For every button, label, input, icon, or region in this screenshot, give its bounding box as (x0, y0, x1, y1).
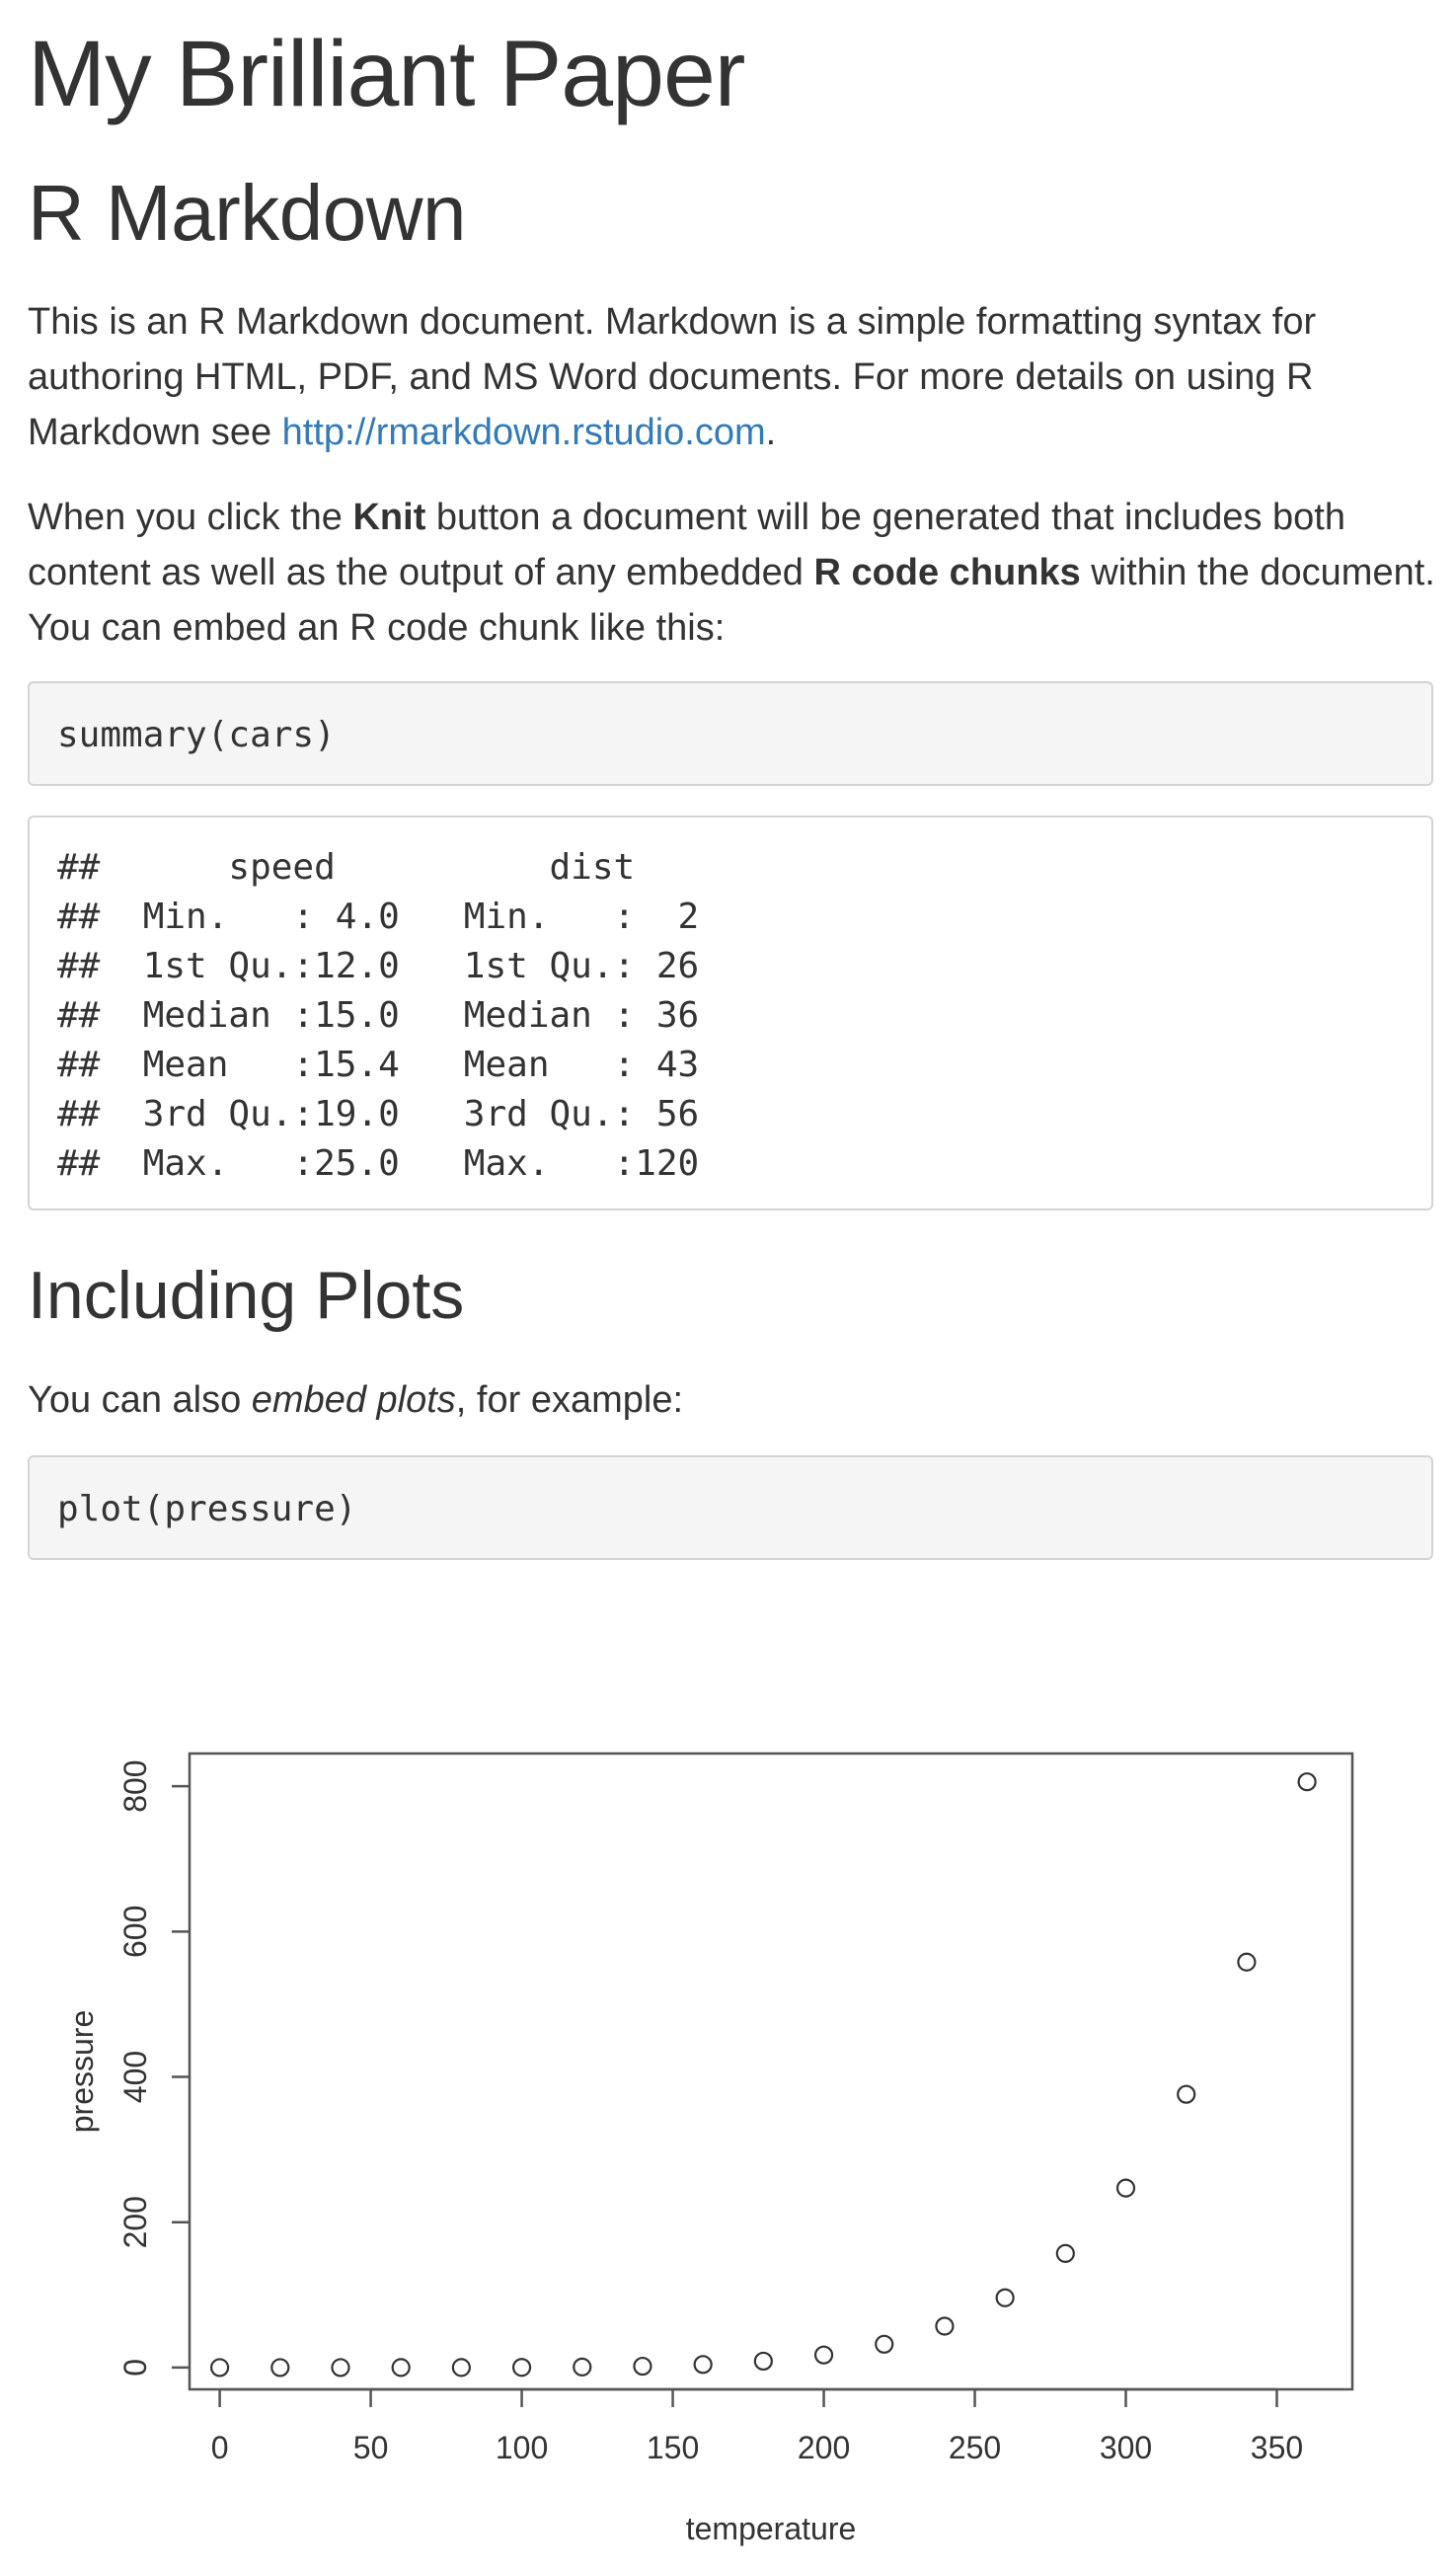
data-point (270, 2358, 290, 2378)
y-axis-label: pressure (64, 2010, 100, 2134)
knit-text-1: When you click the (28, 497, 353, 538)
x-tick-label: 350 (1251, 2430, 1303, 2465)
y-tick-label: 200 (117, 2196, 153, 2248)
plot-frame (188, 1752, 1354, 2391)
section-heading-including-plots: Including Plots (28, 1258, 465, 1333)
data-point (633, 2356, 652, 2377)
output-line: ## 1st Qu.:12.0 1st Qu.: 26 (57, 946, 700, 986)
data-point (753, 2351, 773, 2372)
data-point (331, 2358, 350, 2378)
knit-bold: Knit (352, 497, 426, 538)
rmarkdown-link[interactable]: http://rmarkdown.rstudio.com (281, 412, 766, 453)
y-tick-label: 800 (117, 1759, 153, 1812)
y-tick-label: 400 (117, 2051, 153, 2103)
data-point (391, 2358, 411, 2378)
x-tick-label: 200 (798, 2430, 850, 2465)
x-tick-label: 50 (353, 2430, 389, 2465)
intro-paragraph: This is an R Markdown document. Markdown… (28, 294, 1437, 460)
output-line: ## Min. : 4.0 Min. : 2 (57, 897, 700, 937)
x-tick-label: 0 (211, 2430, 229, 2465)
data-point (209, 2358, 230, 2378)
output-summary-text: ## speed dist ## Min. : 4.0 Min. : 2 ## … (57, 843, 1404, 1189)
x-tick-label: 150 (647, 2430, 699, 2465)
data-point (1055, 2243, 1075, 2263)
knit-text-2: button a document will be generated that… (28, 497, 1345, 593)
data-point (1115, 2178, 1136, 2198)
data-point (1297, 1772, 1317, 1792)
r-code-chunks-bold: R code chunks (813, 552, 1081, 593)
output-summary: ## speed dist ## Min. : 4.0 Min. : 2 ## … (28, 816, 1433, 1210)
code-chunk-summary: summary(cars) (28, 681, 1433, 786)
output-line: ## Mean :15.4 Mean : 43 (57, 1045, 700, 1085)
section-heading-r-markdown: R Markdown (28, 169, 467, 257)
y-tick-label: 600 (117, 1906, 153, 1958)
data-point (1237, 1952, 1257, 1972)
data-point (935, 2316, 955, 2336)
data-point (1177, 2084, 1196, 2104)
y-tick-label: 0 (117, 2359, 153, 2377)
pressure-plot: 0 50 100 150 200 250 300 350 0 200 400 600 800 temper… (28, 1659, 1437, 2573)
plots-paragraph: You can also embed plots, for example: (28, 1372, 1437, 1428)
plots-text-2: , for example: (455, 1379, 684, 1421)
intro-text: This is an R Markdown document. Markdown… (28, 301, 1317, 453)
data-point (511, 2358, 532, 2378)
data-point (813, 2345, 834, 2365)
x-tick-label: 100 (496, 2430, 548, 2465)
knit-paragraph: When you click the Knit button a documen… (28, 490, 1437, 656)
x-axis-label: temperature (686, 2511, 857, 2546)
document-title: My Brilliant Paper (28, 22, 745, 126)
code-plot-text: plot(pressure) (57, 1489, 357, 1529)
x-tick-label: 250 (949, 2430, 1001, 2465)
knit-text-3: within the document. You can embed an R … (28, 552, 1435, 649)
pressure-scatter-chart: 0 50 100 150 200 250 300 350 0 200 400 600 800 temper… (64, 1752, 1354, 2546)
output-line: ## Max. :25.0 Max. :120 (57, 1143, 700, 1184)
code-summary-text: summary(cars) (57, 715, 336, 755)
data-point (693, 2355, 713, 2375)
embed-plots-italic: embed plots (251, 1379, 456, 1421)
data-point (875, 2334, 894, 2354)
output-line: ## 3rd Qu.:19.0 3rd Qu.: 56 (57, 1094, 700, 1134)
code-chunk-plot: plot(pressure) (28, 1455, 1433, 1560)
output-line: ## Median :15.0 Median : 36 (57, 995, 700, 1036)
data-point (573, 2357, 592, 2377)
data-point (995, 2288, 1015, 2307)
plots-text-1: You can also (28, 1379, 252, 1421)
x-tick-label: 300 (1100, 2430, 1152, 2465)
output-line: ## speed dist (57, 847, 636, 888)
intro-text-end: . (765, 412, 777, 453)
data-point (451, 2358, 471, 2378)
